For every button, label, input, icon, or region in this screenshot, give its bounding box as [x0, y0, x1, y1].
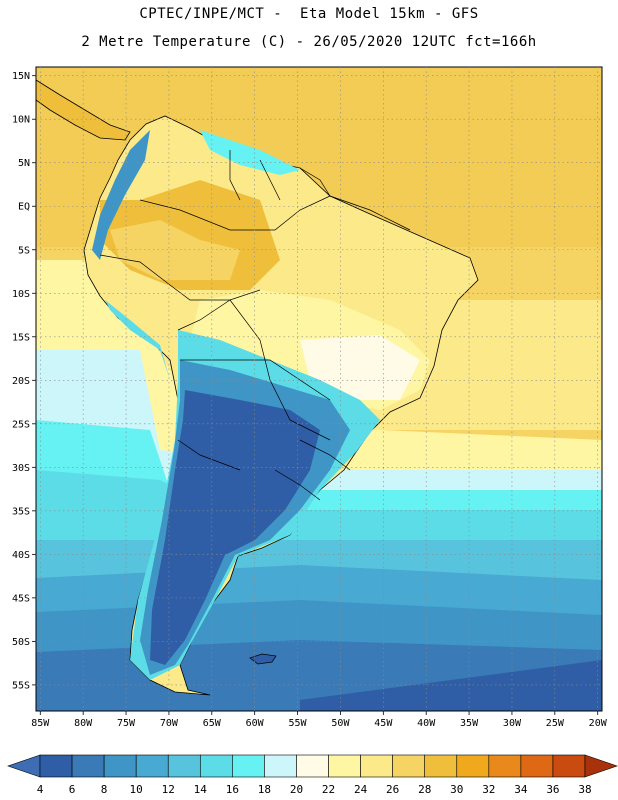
lat-tick-label: 5S: [18, 245, 30, 256]
lon-tick-label: 30W: [503, 718, 522, 729]
colorbar-swatch: [103, 754, 137, 778]
colorbar-swatch: [296, 754, 329, 778]
lon-tick-label: 65W: [203, 718, 222, 729]
colorbar-swatch: [456, 754, 490, 778]
lat-tick-label: 45S: [12, 593, 30, 604]
colorbar-level-label: 4: [37, 783, 44, 796]
chart-title: CPTEC/INPE/MCT - Eta Model 15km - GFS: [139, 6, 479, 22]
brazil-plateau: [300, 335, 420, 400]
colorbar-level-label: 38: [578, 783, 591, 796]
longitude-labels: 85W 80W 75W 70W 65W 60W 55W 50W 45W 40W 35W 30W 25W 2…: [31, 711, 608, 729]
lat-tick-label: 40S: [12, 550, 30, 561]
plot-frame: [35, 66, 603, 712]
lat-tick-label: 35S: [12, 506, 30, 517]
lat-tick-label: EQ: [18, 202, 30, 213]
lon-tick-label: 25W: [546, 718, 565, 729]
colorbar-swatch: [552, 754, 586, 778]
colorbar-level-label: 14: [194, 783, 208, 796]
chart-subtitle: 2 Metre Temperature (C) - 26/05/2020 12U…: [81, 34, 537, 50]
colorbar-level-label: 36: [546, 783, 559, 796]
colorbar-swatch: [232, 754, 265, 778]
colorbar-level-label: 30: [450, 783, 463, 796]
lon-tick-label: 50W: [331, 718, 350, 729]
lon-tick-label: 20W: [589, 718, 608, 729]
colorbar-arrow-high: [584, 754, 618, 778]
lon-tick-label: 45W: [374, 718, 393, 729]
country-borders: [99, 150, 411, 501]
colorbar-level-label: 28: [418, 783, 431, 796]
central-america: [36, 79, 131, 141]
colorbar-level-label: 22: [322, 783, 335, 796]
colorbar: 4 6 8 10 12 14 16 18 20 22 24 26 28 30 32 34 36 38: [7, 754, 618, 796]
colorbar-swatch: [488, 754, 522, 778]
colorbar-swatch: [392, 754, 426, 778]
colorbar-swatch: [71, 754, 105, 778]
lat-tick-label: 10N: [12, 115, 30, 126]
andes-peru: [105, 300, 170, 380]
colorbar-swatch: [360, 754, 393, 778]
lat-tick-label: 20S: [12, 376, 30, 387]
cold-core: [150, 390, 320, 665]
lon-tick-label: 80W: [74, 718, 93, 729]
caribbean-coast-cool: [200, 130, 300, 175]
lat-tick-label: 30S: [12, 463, 30, 474]
colorbar-level-label: 8: [101, 783, 108, 796]
graticule: [36, 67, 602, 711]
colorbar-swatch: [135, 754, 169, 778]
lat-tick-label: 15S: [12, 332, 30, 343]
lon-tick-label: 70W: [160, 718, 179, 729]
lon-tick-label: 35W: [460, 718, 479, 729]
lat-tick-label: 15N: [12, 71, 30, 82]
lat-tick-label: 5N: [18, 158, 30, 169]
ocean-band-6: [300, 660, 602, 711]
lon-tick-label: 60W: [246, 718, 265, 729]
colorbar-swatch: [199, 754, 233, 778]
colorbar-level-label: 6: [69, 783, 76, 796]
lat-tick-label: 25S: [12, 419, 30, 430]
colorbar-arrow-low: [7, 754, 41, 778]
colorbar-swatch: [424, 754, 458, 778]
lon-tick-label: 55W: [289, 718, 308, 729]
falkland-islands: [249, 653, 277, 665]
colorbar-swatch: [264, 754, 297, 778]
colorbar-level-label: 12: [162, 783, 175, 796]
colorbar-swatch: [39, 754, 73, 778]
lon-tick-label: 75W: [117, 718, 136, 729]
colorbar-level-label: 26: [386, 783, 399, 796]
colorbar-level-label: 10: [130, 783, 143, 796]
lon-tick-label: 85W: [31, 718, 50, 729]
lat-tick-label: 50S: [12, 637, 30, 648]
colorbar-level-label: 20: [290, 783, 303, 796]
lon-tick-label: 40W: [417, 718, 436, 729]
map-field: [36, 67, 602, 711]
colorbar-level-label: 34: [514, 783, 528, 796]
colorbar-swatch: [520, 754, 554, 778]
lat-tick-label: 55S: [12, 680, 30, 691]
colorbar-swatch: [328, 754, 361, 778]
latitude-labels: 15N 10N 5N EQ 5S 10S 15S 20S 25S 30S 35S 40S 45S 50S 5…: [12, 71, 36, 691]
colorbar-level-label: 32: [482, 783, 495, 796]
colorbar-level-label: 18: [258, 783, 271, 796]
colorbar-swatch: [167, 754, 201, 778]
amazon-west: [110, 220, 240, 280]
lat-tick-label: 10S: [12, 289, 30, 300]
colorbar-level-label: 16: [226, 783, 239, 796]
colorbar-level-label: 24: [354, 783, 368, 796]
